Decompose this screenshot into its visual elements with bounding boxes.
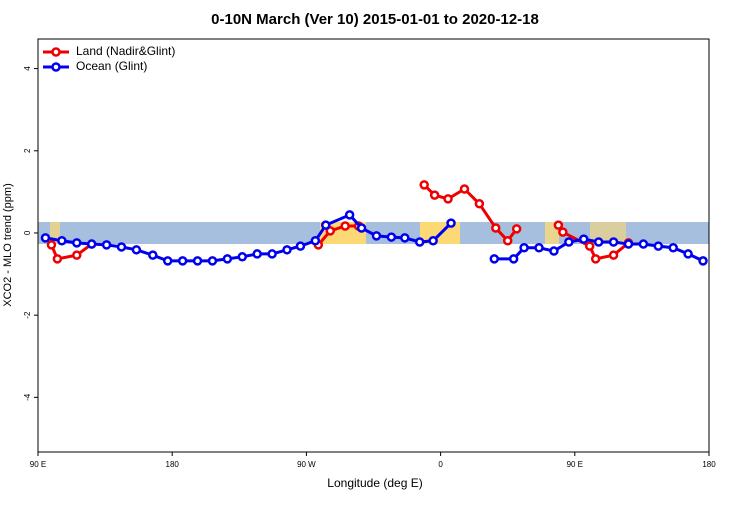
point	[608, 250, 619, 260]
point	[400, 233, 410, 243]
plot-frame	[37, 38, 710, 453]
point	[356, 223, 367, 233]
chart-title: 0-10N March (Ver 10) 2015-01-01 to 2020-…	[211, 11, 539, 28]
legend-swatch	[51, 62, 61, 72]
point	[428, 236, 438, 246]
point	[429, 190, 440, 200]
point	[101, 240, 112, 250]
point	[414, 237, 425, 247]
point	[519, 243, 529, 253]
point	[446, 218, 456, 228]
point	[386, 232, 397, 242]
y-tick-label: 4	[23, 66, 32, 71]
point	[131, 245, 142, 255]
x-tick-label: 90 W	[297, 460, 316, 469]
series-line	[50, 183, 630, 261]
point	[295, 241, 306, 251]
point	[192, 256, 203, 266]
point	[116, 242, 127, 252]
point	[608, 237, 619, 247]
point	[683, 249, 693, 259]
point	[593, 237, 604, 247]
point	[502, 236, 513, 246]
y-axis-label: XCO2 - MLO trend (ppm)	[2, 183, 14, 306]
point	[46, 240, 57, 250]
point	[177, 256, 188, 266]
point	[534, 243, 544, 253]
point	[511, 224, 522, 234]
point	[558, 227, 568, 237]
point	[237, 252, 248, 262]
point	[553, 220, 564, 230]
point	[321, 220, 331, 230]
point	[325, 226, 336, 236]
point	[443, 194, 453, 204]
point	[549, 246, 559, 256]
point	[207, 256, 218, 266]
point	[623, 239, 634, 249]
point	[148, 250, 158, 260]
legend-swatch	[51, 47, 61, 57]
point	[40, 233, 51, 243]
point	[653, 241, 664, 251]
point	[459, 184, 470, 194]
point	[698, 256, 708, 266]
point	[52, 254, 63, 264]
point	[638, 239, 649, 249]
x-tick-label: 180	[702, 460, 716, 469]
y-tick-label: 2	[23, 148, 32, 153]
point	[57, 236, 67, 246]
x-tick-label: 90 E	[567, 460, 583, 469]
point	[419, 180, 429, 190]
point	[590, 254, 601, 264]
legend-label: Land (Nadir&Glint)	[76, 44, 175, 58]
point	[508, 254, 519, 264]
legend-label: Ocean (Glint)	[76, 59, 147, 73]
x-axis-label: Longitude (deg E)	[327, 476, 422, 490]
point	[489, 254, 500, 264]
point	[222, 254, 233, 264]
point	[371, 231, 382, 241]
point	[310, 236, 321, 246]
point	[564, 237, 574, 247]
point	[668, 243, 678, 253]
point	[578, 234, 589, 244]
point	[340, 221, 350, 231]
x-tick-label: 0	[438, 460, 443, 469]
point	[72, 238, 82, 248]
point	[282, 245, 292, 255]
point	[474, 199, 485, 209]
x-tick-label: 180	[166, 460, 180, 469]
point	[72, 250, 82, 260]
y-tick-label: -2	[23, 311, 32, 319]
y-tick-label: -4	[23, 393, 32, 401]
point	[267, 249, 277, 259]
point	[491, 223, 501, 233]
point	[86, 239, 97, 249]
point	[344, 210, 355, 220]
x-tick-label: 90 E	[30, 460, 46, 469]
y-tick-label: 0	[23, 230, 32, 235]
point	[252, 249, 262, 259]
point	[584, 241, 595, 251]
point	[162, 256, 173, 266]
